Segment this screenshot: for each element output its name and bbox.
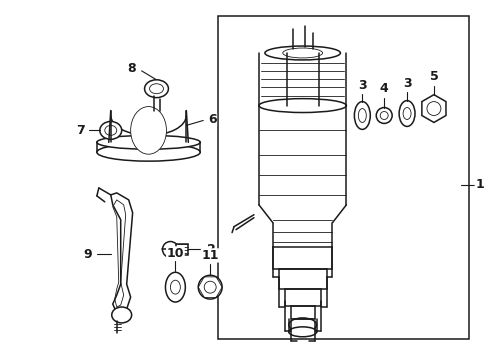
Ellipse shape xyxy=(398,100,414,126)
Ellipse shape xyxy=(144,80,168,98)
Ellipse shape xyxy=(358,109,366,122)
Ellipse shape xyxy=(282,48,322,58)
Ellipse shape xyxy=(130,107,166,154)
Circle shape xyxy=(198,275,222,299)
Ellipse shape xyxy=(264,46,340,60)
Ellipse shape xyxy=(100,121,122,139)
Ellipse shape xyxy=(104,125,117,135)
Ellipse shape xyxy=(149,84,163,94)
Ellipse shape xyxy=(354,102,369,129)
Text: 10: 10 xyxy=(166,247,184,260)
Text: 9: 9 xyxy=(83,248,92,261)
Ellipse shape xyxy=(162,242,178,257)
Text: 1: 1 xyxy=(474,179,483,192)
Text: 8: 8 xyxy=(127,62,136,75)
Ellipse shape xyxy=(97,143,200,161)
Ellipse shape xyxy=(165,272,185,302)
Ellipse shape xyxy=(97,135,200,149)
Circle shape xyxy=(380,112,387,120)
Ellipse shape xyxy=(112,307,131,323)
Text: 3: 3 xyxy=(402,77,410,90)
Ellipse shape xyxy=(288,327,316,337)
Text: 6: 6 xyxy=(207,113,216,126)
Ellipse shape xyxy=(170,280,180,294)
Text: 5: 5 xyxy=(428,70,437,83)
Text: 2: 2 xyxy=(206,243,215,256)
Ellipse shape xyxy=(402,108,410,120)
Ellipse shape xyxy=(288,318,316,332)
Bar xyxy=(218,16,468,339)
Circle shape xyxy=(426,102,440,116)
Polygon shape xyxy=(111,193,132,313)
Text: 11: 11 xyxy=(201,249,219,262)
Text: 7: 7 xyxy=(77,124,85,137)
Bar xyxy=(176,243,188,255)
Circle shape xyxy=(375,108,391,123)
Text: 4: 4 xyxy=(379,82,388,95)
Circle shape xyxy=(204,281,216,293)
Text: 3: 3 xyxy=(357,79,366,92)
Polygon shape xyxy=(421,95,445,122)
Ellipse shape xyxy=(258,99,346,113)
